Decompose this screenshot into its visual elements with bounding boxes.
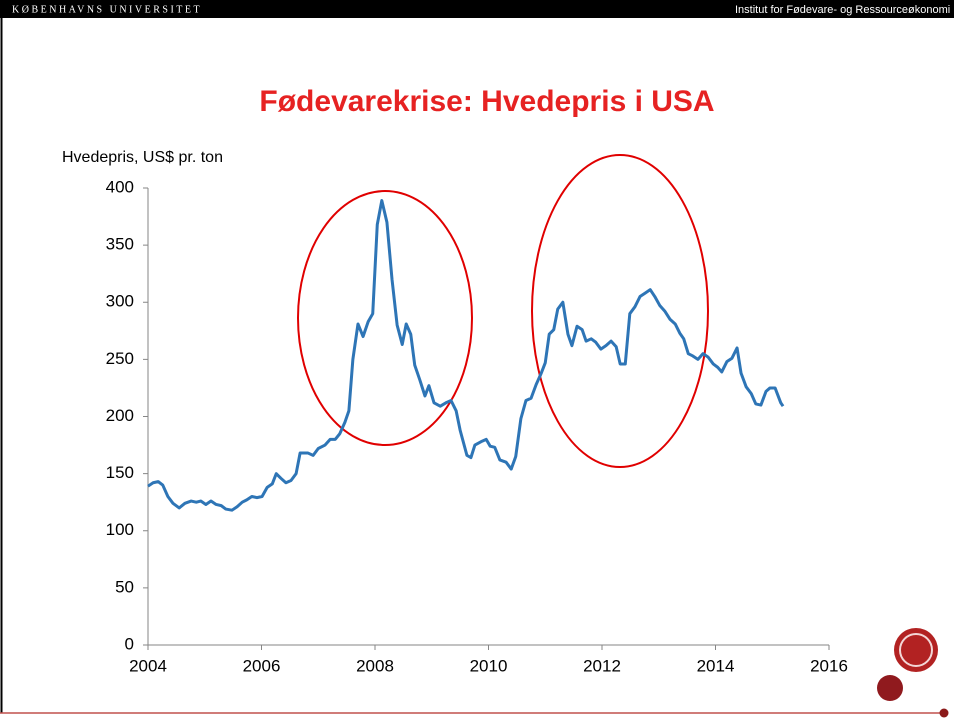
x-tick-label: 2004 bbox=[129, 656, 167, 675]
seal-ring bbox=[899, 633, 933, 667]
highlight-ellipse bbox=[531, 154, 709, 468]
y-axis-label: Hvedepris, US$ pr. ton bbox=[62, 149, 223, 166]
university-name: KØBENHAVNS UNIVERSITET bbox=[12, 4, 202, 15]
plot: 0 50 100 150 200 250 300 350 400 2004 2006 2008 2010… bbox=[106, 177, 848, 675]
x-tick-label: 2016 bbox=[810, 656, 848, 675]
institute-name: Institut for Fødevare- og Ressourceøkono… bbox=[735, 4, 950, 16]
x-tick-label: 2014 bbox=[697, 656, 735, 675]
x-tick-label: 2006 bbox=[243, 656, 281, 675]
highlight-ellipse bbox=[297, 190, 473, 446]
y-tick-label: 0 bbox=[125, 634, 134, 653]
price-line bbox=[147, 199, 785, 512]
y-tick-label: 100 bbox=[106, 520, 134, 539]
y-tick-label: 250 bbox=[106, 349, 134, 368]
x-tick-label: 2010 bbox=[470, 656, 508, 675]
x-tick-label: 2012 bbox=[583, 656, 621, 675]
y-tick-label: 400 bbox=[106, 177, 134, 196]
x-tick-label: 2008 bbox=[356, 656, 394, 675]
y-tick-label: 200 bbox=[106, 406, 134, 425]
header-bar bbox=[0, 0, 954, 18]
y-tick-label: 50 bbox=[115, 577, 134, 596]
chart-title: Fødevarekrise: Hvedepris i USA bbox=[259, 85, 714, 118]
y-tick-label: 350 bbox=[106, 235, 134, 254]
rule-dot bbox=[939, 708, 949, 718]
logo-dot bbox=[877, 675, 903, 701]
y-tick-label: 150 bbox=[106, 463, 134, 482]
y-tick-label: 300 bbox=[106, 292, 134, 311]
